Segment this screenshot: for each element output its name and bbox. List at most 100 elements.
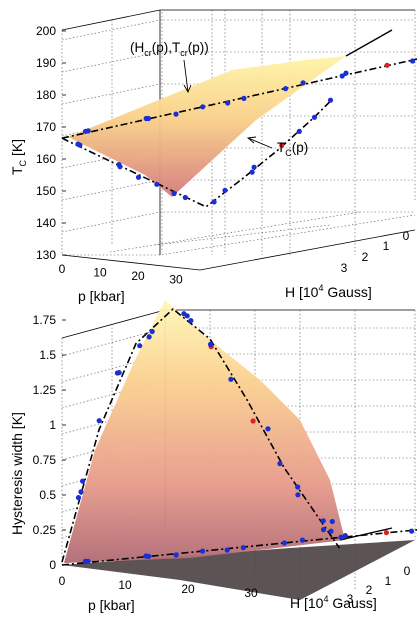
y-tick-label: 1: [385, 574, 392, 588]
x-tick-label: 30: [244, 586, 258, 600]
top-y-label: H [104 Gauss]: [285, 283, 372, 300]
top-data-points: [75, 58, 416, 205]
bottom-x-ticks: 0 10 20 30: [59, 574, 258, 600]
data-point: [295, 484, 301, 490]
data-point: [154, 181, 160, 187]
data-point: [188, 318, 194, 324]
bottom-hysteresis-curve: [61, 307, 341, 563]
data-point: [135, 174, 142, 180]
data-point: [184, 313, 190, 319]
data-point: [295, 492, 301, 498]
data-point: [409, 528, 415, 534]
top-annotation-tc: TC(p): [246, 136, 308, 158]
x-tick-label: 30: [169, 273, 183, 287]
x-tick-label: 10: [93, 266, 107, 280]
data-point: [383, 530, 389, 536]
z-tick-label: 170: [36, 120, 56, 134]
data-point: [251, 164, 257, 170]
data-point: [277, 461, 283, 467]
z-tick-label: 1: [49, 418, 56, 432]
data-point: [225, 100, 231, 106]
z-tick-label: 140: [36, 216, 56, 230]
data-point: [299, 537, 306, 543]
data-point: [343, 70, 349, 76]
data-point: [200, 548, 206, 554]
z-tick-label: 200: [36, 24, 56, 38]
bottom-surface: [64, 300, 345, 563]
data-point: [327, 97, 334, 103]
data-point: [342, 533, 348, 539]
bottom-critical-line: [61, 529, 417, 566]
bottom-data-points: [75, 311, 415, 565]
data-point: [329, 518, 335, 525]
x-tick-label: 20: [131, 269, 145, 283]
data-point: [320, 518, 326, 524]
data-point: [207, 341, 214, 347]
bottom-y-label: H [104 Gauss]: [290, 594, 377, 611]
top-surface: [68, 56, 346, 197]
data-point: [228, 376, 234, 382]
y-tick-label: 3: [341, 261, 348, 275]
top-chart: (Hcr(p),Tcr(p)) TC(p) 130140150160170180…: [9, 9, 417, 304]
z-tick-label: 130: [36, 248, 56, 262]
data-point: [410, 58, 416, 64]
y-tick-label: 0: [403, 229, 410, 243]
data-point: [311, 114, 318, 120]
data-point: [145, 115, 152, 122]
data-point: [296, 128, 302, 134]
y-tick-label: 2: [366, 583, 373, 597]
data-point: [137, 343, 143, 349]
data-point: [249, 169, 255, 175]
data-point: [117, 164, 123, 170]
data-point: [116, 370, 122, 376]
data-point: [200, 104, 206, 110]
data-point: [82, 128, 89, 134]
bottom-x-label: p [kbar]: [88, 597, 135, 613]
data-point: [146, 334, 152, 340]
annotation-tc-text: TC(p): [277, 140, 308, 158]
data-point: [300, 80, 306, 86]
x-tick-label: 0: [59, 574, 66, 588]
data-point: [281, 540, 287, 546]
z-tick-label: 150: [36, 184, 56, 198]
bottom-z-ticks: 0 0.25 0.5 0.75 1 1.25 1.5 1.75: [33, 313, 66, 572]
data-point: [283, 86, 289, 92]
data-point: [211, 199, 217, 205]
top-x-ticks: 0 10 20 30: [59, 262, 183, 287]
data-point: [182, 194, 188, 201]
data-point: [222, 187, 228, 193]
data-point: [265, 426, 271, 432]
top-extension-line: [345, 29, 393, 57]
y-tick-label: 3: [347, 592, 354, 606]
z-tick-label: 190: [36, 56, 56, 70]
z-tick-label: 1.25: [33, 383, 57, 397]
z-tick-label: 0.5: [39, 488, 56, 502]
annotation-hcr-text: (Hcr(p),Tcr(p)): [130, 40, 209, 58]
data-point: [173, 552, 179, 558]
z-tick-label: 0: [49, 558, 56, 572]
data-point: [171, 190, 177, 197]
data-point: [384, 62, 390, 68]
data-point: [241, 95, 247, 101]
z-tick-label: 0.75: [33, 453, 57, 467]
x-tick-label: 20: [181, 582, 195, 596]
z-tick-label: 1.75: [33, 313, 57, 327]
y-tick-label: 2: [362, 250, 369, 264]
top-z-label: TC [K]: [9, 139, 28, 175]
top-hcr-curve: [61, 58, 417, 139]
data-point: [279, 142, 285, 148]
data-point: [146, 553, 152, 559]
data-point: [75, 141, 81, 147]
data-point: [82, 558, 88, 565]
z-tick-label: 1.5: [39, 348, 56, 362]
bottom-floor: [62, 540, 415, 600]
data-point: [339, 73, 345, 79]
bottom-z-label: Hysteresis width [K]: [9, 412, 25, 535]
x-tick-label: 10: [118, 578, 132, 592]
top-z-ticks: 130 140 150 160 170 180 190 200: [36, 24, 66, 262]
data-point: [328, 528, 334, 534]
z-tick-label: 180: [36, 88, 56, 102]
